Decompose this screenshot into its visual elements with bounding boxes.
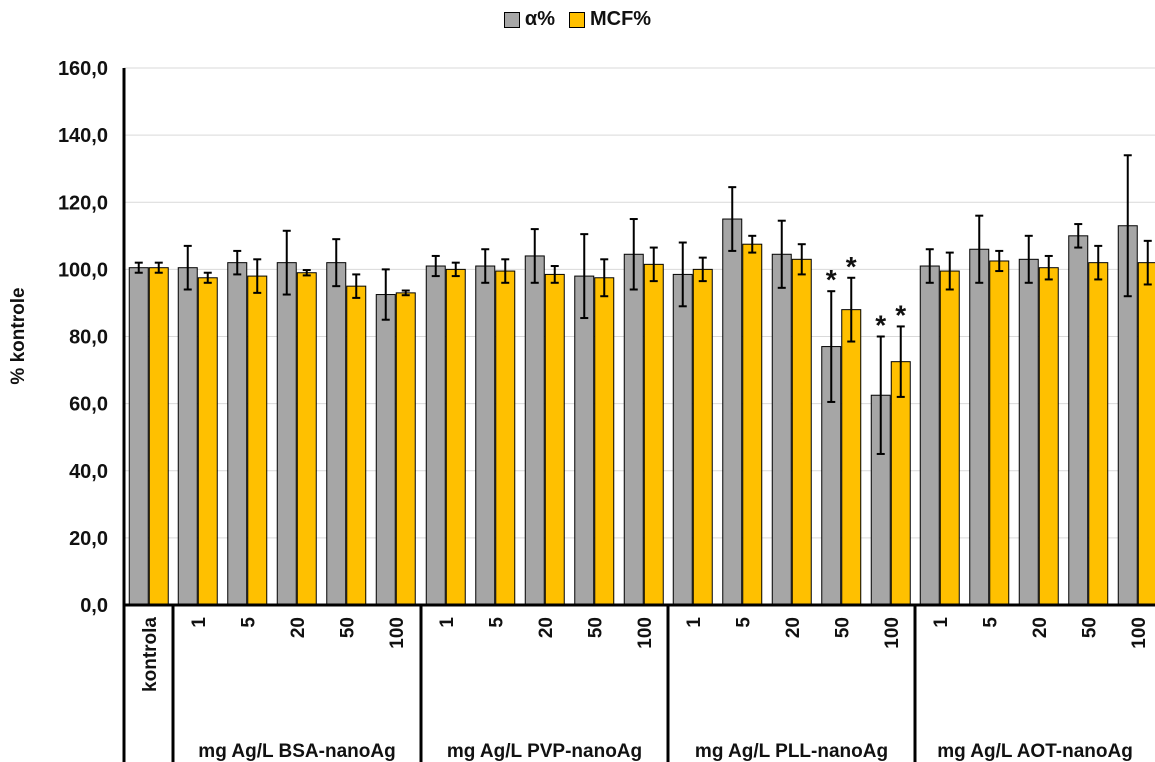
x-tick-label: 20	[288, 617, 309, 638]
x-tick-label: 50	[1079, 617, 1100, 638]
x-tick-label: 50	[585, 617, 606, 638]
legend-item-alpha: α%	[503, 8, 555, 31]
bar-alpha	[919, 265, 940, 606]
bar-mcf	[742, 243, 763, 606]
bar-mcf	[197, 277, 218, 606]
group-label: mg Ag/L PVP-nanoAg	[447, 741, 642, 762]
bar-alpha	[326, 262, 347, 606]
x-tick-label: 1	[684, 617, 705, 628]
x-tick-label: 100	[882, 617, 903, 649]
bar-alpha	[969, 248, 990, 606]
y-tick-label: 80,0	[69, 327, 108, 349]
significance-marker: *	[875, 310, 886, 341]
bar-mcf	[296, 272, 317, 606]
legend-swatch-mcf	[568, 11, 585, 28]
bar-alpha	[524, 255, 545, 606]
x-tick-label: 100	[1129, 617, 1150, 649]
legend-label-mcf: MCF%	[589, 8, 652, 30]
y-tick-label: 20,0	[69, 528, 108, 550]
x-tick-label: 5	[980, 617, 1001, 628]
bar-mcf	[841, 309, 862, 606]
x-tick-label: 1	[437, 617, 458, 628]
x-tick-label: 1	[931, 617, 952, 628]
x-tick-label: 20	[536, 617, 557, 638]
bar-mcf	[346, 285, 367, 606]
y-tick-label: 60,0	[69, 394, 108, 416]
bar-mcf	[1038, 267, 1059, 606]
bar-mcf	[939, 270, 960, 606]
bar-alpha	[177, 267, 198, 606]
y-tick-label: 0,0	[80, 595, 108, 617]
x-tick-label: kontrola	[140, 617, 161, 692]
legend-swatch-alpha	[503, 11, 520, 28]
legend-item-mcf: MCF%	[568, 8, 652, 31]
group-label: mg Ag/L BSA-nanoAg	[198, 741, 395, 762]
x-tick-label: 5	[486, 617, 507, 628]
bar-alpha	[425, 265, 446, 606]
bar-alpha	[771, 253, 792, 606]
bar-alpha	[475, 265, 496, 606]
legend-label-alpha: α%	[524, 8, 555, 30]
significance-marker: *	[895, 299, 906, 330]
bar-alpha	[672, 273, 693, 606]
bar-alpha	[1068, 235, 1089, 606]
bar-alpha	[574, 275, 595, 606]
group-label: mg Ag/L AOT-nanoAg	[937, 741, 1133, 762]
bar-alpha	[227, 262, 248, 606]
bar-mcf	[495, 270, 516, 606]
bar-mcf	[1088, 262, 1109, 606]
x-tick-label: 5	[238, 617, 259, 628]
x-tick-label: 50	[337, 617, 358, 638]
significance-marker: *	[826, 264, 837, 295]
bar-mcf	[395, 292, 416, 606]
bar-alpha	[1018, 258, 1039, 606]
x-tick-label: 50	[832, 617, 853, 638]
bar-mcf	[989, 260, 1010, 606]
bar-mcf	[1137, 262, 1155, 606]
y-tick-label: 40,0	[69, 461, 108, 483]
group-label: mg Ag/L PLL-nanoAg	[695, 741, 888, 762]
y-tick-label: 100,0	[58, 259, 108, 281]
bar-mcf	[544, 273, 565, 606]
bar-mcf	[643, 263, 664, 606]
bar-mcf	[148, 267, 169, 606]
x-tick-label: 20	[1030, 617, 1051, 638]
x-tick-label: 1	[189, 617, 210, 628]
bar-mcf	[692, 268, 713, 606]
bar-mcf	[247, 275, 268, 606]
bar-alpha	[375, 294, 396, 606]
y-tick-label: 160,0	[58, 58, 108, 80]
bar-alpha	[276, 262, 297, 606]
significance-marker: *	[846, 251, 857, 282]
bar-alpha	[722, 218, 743, 606]
y-tick-label: 140,0	[58, 125, 108, 147]
y-axis-title: % kontrole	[8, 287, 29, 384]
bar-alpha	[128, 267, 149, 606]
bar-mcf	[791, 258, 812, 606]
chart-legend: α% MCF%	[0, 8, 1155, 31]
bar-mcf	[445, 268, 466, 606]
x-tick-label: 100	[387, 617, 408, 649]
bar-mcf	[594, 277, 615, 606]
x-tick-label: 100	[635, 617, 656, 649]
y-tick-label: 120,0	[58, 192, 108, 214]
x-tick-label: 20	[783, 617, 804, 638]
x-tick-label: 5	[733, 617, 754, 628]
bar-alpha	[623, 253, 644, 606]
bar-mcf	[890, 361, 911, 606]
